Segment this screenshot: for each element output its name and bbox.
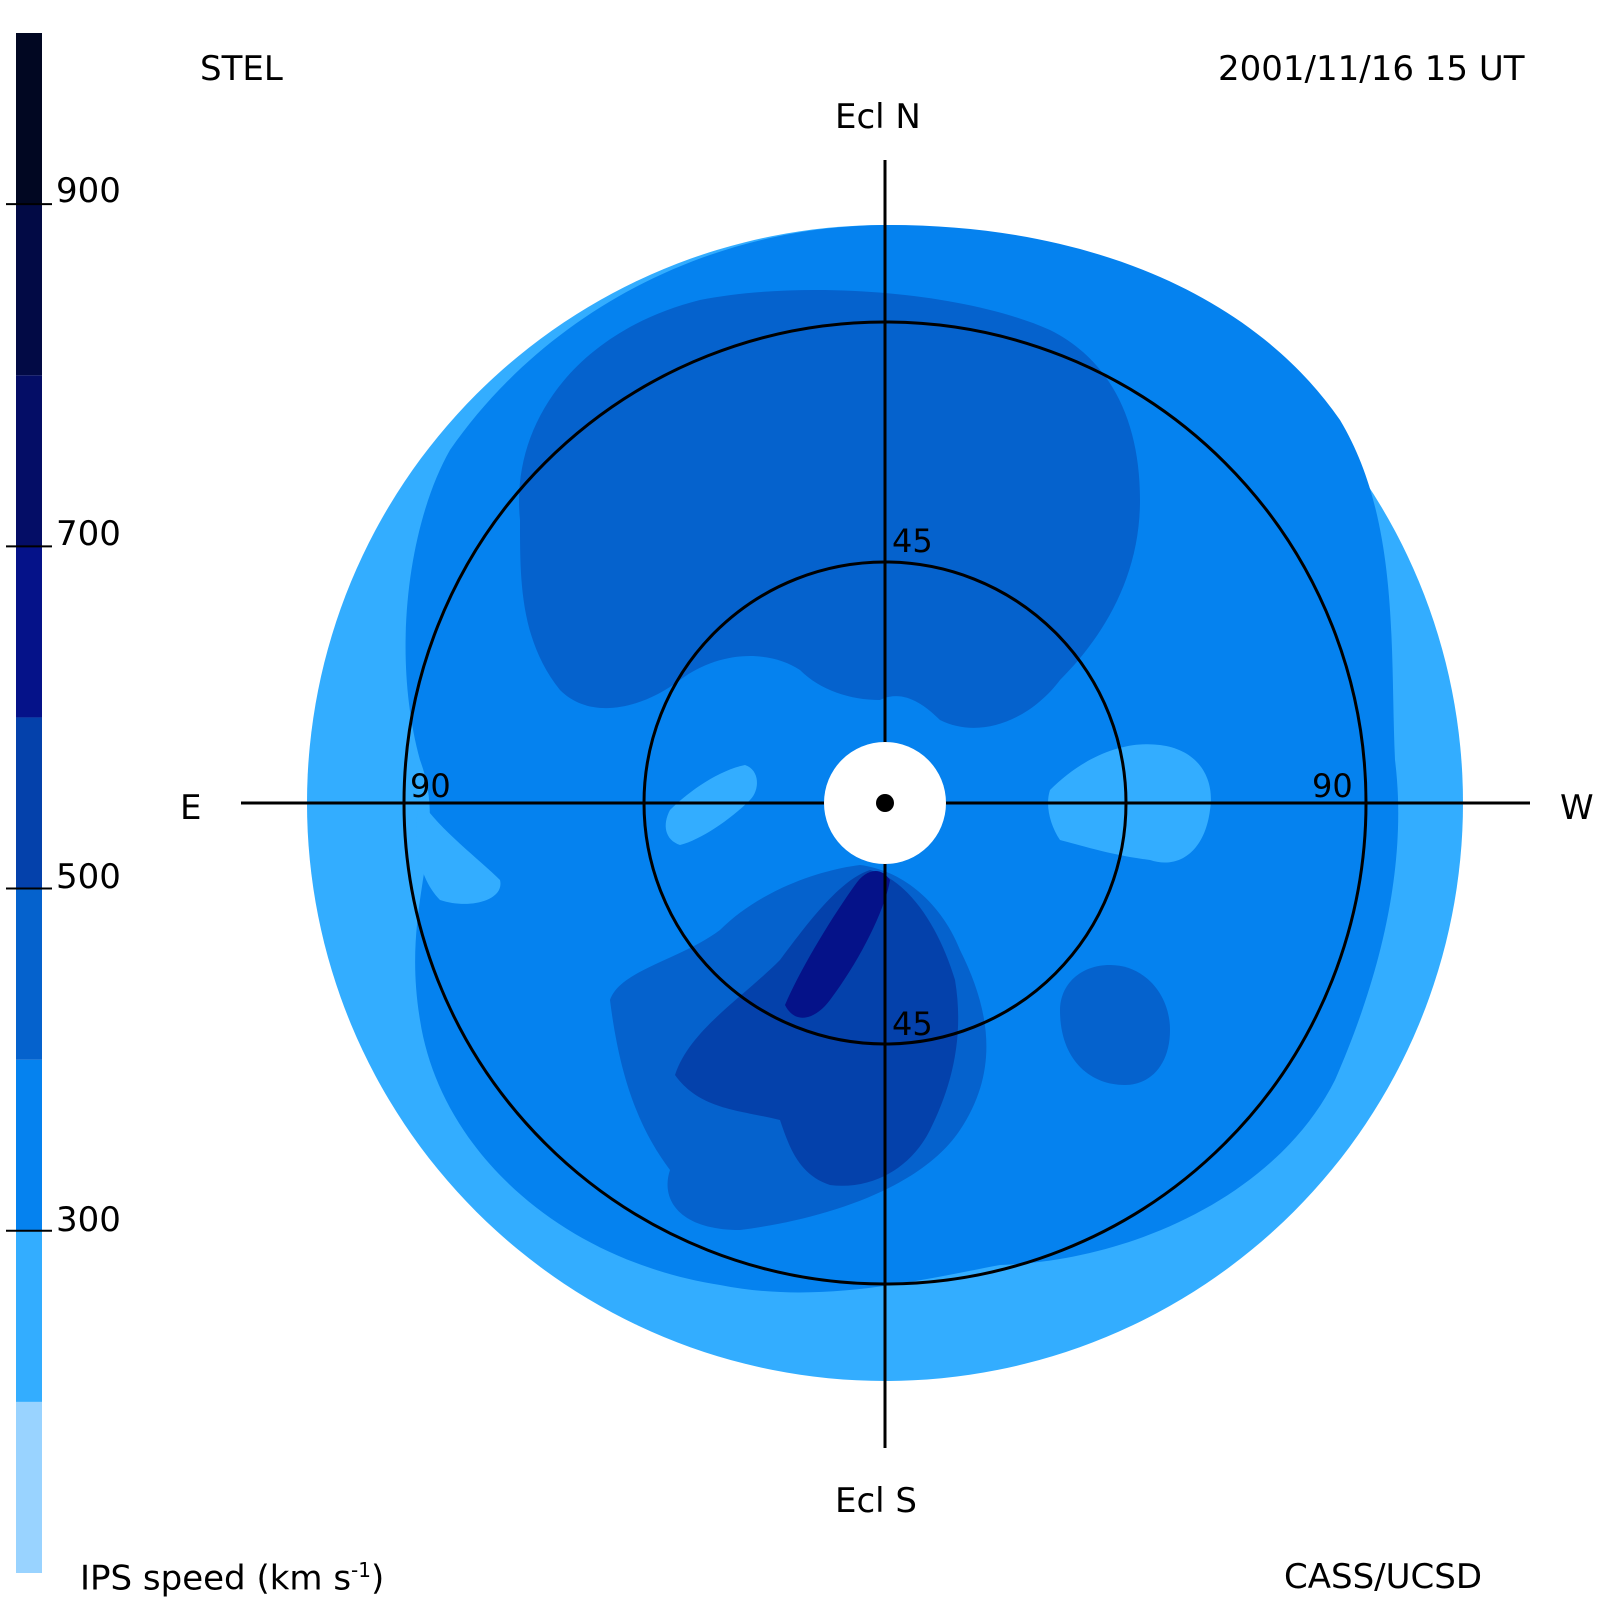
ring-label-90-right: 90 — [1312, 767, 1353, 805]
ring-label-90-left: 90 — [410, 767, 451, 805]
colorbar-band-400-500 — [16, 888, 42, 1060]
region-200-300-east-patch — [665, 765, 757, 845]
region-400-500-north — [519, 290, 1140, 728]
colorbar-band-800-900 — [16, 204, 42, 376]
colorbar-title-text: IPS speed (km s — [80, 1558, 352, 1599]
colorbar-band-700-800 — [16, 375, 42, 547]
region-200-300-east-edge — [416, 800, 501, 904]
sun-center-dot — [876, 794, 894, 812]
region-600-700 — [785, 870, 890, 1018]
colorbar-band-300-400 — [16, 1059, 42, 1231]
colorbar-tick-label-700: 700 — [56, 514, 121, 554]
direction-west-label: W — [1560, 788, 1594, 828]
colorbar-tick-label-500: 500 — [56, 857, 121, 897]
region-500-600 — [675, 870, 959, 1186]
colorbar-title-exponent: -1 — [351, 1558, 371, 1582]
direction-north-label: Ecl N — [835, 97, 921, 137]
colorbar-band-500-600 — [16, 717, 42, 889]
direction-east-label: E — [180, 788, 202, 828]
colorbar-band-200-300 — [16, 1230, 42, 1402]
region-400-500-southwest — [1060, 965, 1170, 1085]
colorbar-band-900-1000 — [16, 33, 42, 205]
colorbar-title: IPS speed (km s-1) — [80, 1560, 384, 1595]
colorbar-band-600-700 — [16, 546, 42, 718]
colorbar-tick-label-900: 900 — [56, 171, 121, 211]
colorbar — [6, 33, 52, 1573]
ring-label-45-top: 45 — [892, 522, 933, 560]
colorbar-title-close: ) — [371, 1558, 385, 1599]
colorbar-band-100-200 — [16, 1401, 42, 1573]
credit-label: CASS/UCSD — [1284, 1557, 1483, 1597]
ring-label-45-bottom: 45 — [892, 1005, 933, 1043]
direction-south-label: Ecl S — [835, 1481, 918, 1521]
colorbar-tick-label-300: 300 — [56, 1200, 121, 1240]
instrument-label: STEL — [200, 49, 283, 89]
datetime-label: 2001/11/16 15 UT — [1218, 49, 1525, 89]
